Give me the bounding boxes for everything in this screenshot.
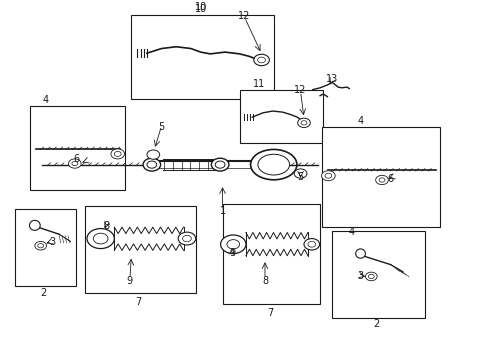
Circle shape	[307, 242, 315, 247]
Circle shape	[375, 175, 387, 185]
Bar	[239, 90, 322, 143]
Bar	[84, 206, 195, 293]
Text: 4: 4	[357, 116, 363, 126]
Text: 10: 10	[194, 4, 206, 14]
Circle shape	[87, 229, 114, 248]
Text: 3: 3	[357, 271, 363, 282]
Circle shape	[257, 57, 265, 63]
Text: 4: 4	[42, 95, 48, 105]
Text: 9: 9	[126, 276, 133, 287]
Text: 4: 4	[348, 228, 354, 238]
Text: 8: 8	[103, 221, 109, 231]
Bar	[15, 209, 76, 286]
Circle shape	[226, 240, 239, 249]
Circle shape	[321, 171, 334, 181]
Text: 6: 6	[387, 174, 393, 184]
Bar	[321, 127, 439, 227]
Text: 10: 10	[194, 2, 206, 12]
Bar	[222, 204, 320, 304]
Circle shape	[211, 158, 228, 171]
Text: 3: 3	[49, 238, 55, 247]
Circle shape	[147, 161, 157, 168]
Text: 2: 2	[372, 319, 379, 329]
Circle shape	[378, 178, 384, 182]
Text: 1: 1	[219, 206, 225, 216]
Circle shape	[35, 242, 46, 250]
Circle shape	[72, 161, 78, 166]
Circle shape	[38, 244, 43, 248]
Circle shape	[294, 169, 306, 178]
Circle shape	[68, 159, 81, 168]
Ellipse shape	[250, 149, 296, 180]
Text: 12: 12	[238, 12, 250, 21]
Circle shape	[301, 121, 306, 125]
Ellipse shape	[355, 249, 365, 258]
Text: 2: 2	[41, 288, 47, 298]
Bar	[30, 106, 125, 190]
Text: 5: 5	[158, 122, 164, 132]
Circle shape	[367, 274, 373, 279]
Circle shape	[215, 161, 224, 168]
Text: 7: 7	[266, 308, 272, 318]
Circle shape	[325, 173, 331, 178]
Circle shape	[111, 149, 124, 159]
Circle shape	[93, 233, 108, 244]
Circle shape	[178, 232, 195, 245]
Circle shape	[304, 239, 319, 250]
Circle shape	[220, 235, 245, 253]
Circle shape	[365, 272, 376, 281]
Text: 12: 12	[294, 85, 306, 95]
Text: 7: 7	[135, 297, 141, 307]
Ellipse shape	[257, 154, 289, 175]
Circle shape	[114, 152, 121, 156]
Bar	[131, 15, 273, 99]
Text: 13: 13	[325, 74, 338, 84]
Circle shape	[182, 235, 191, 242]
Circle shape	[143, 158, 160, 171]
Text: 8: 8	[262, 276, 267, 287]
Circle shape	[297, 118, 310, 127]
Circle shape	[147, 150, 159, 159]
Circle shape	[253, 54, 269, 66]
Text: 6: 6	[73, 154, 79, 163]
Bar	[331, 231, 424, 318]
Text: 11: 11	[252, 79, 264, 89]
Text: 9: 9	[229, 248, 235, 258]
Ellipse shape	[29, 220, 40, 230]
Text: 5: 5	[297, 172, 303, 182]
